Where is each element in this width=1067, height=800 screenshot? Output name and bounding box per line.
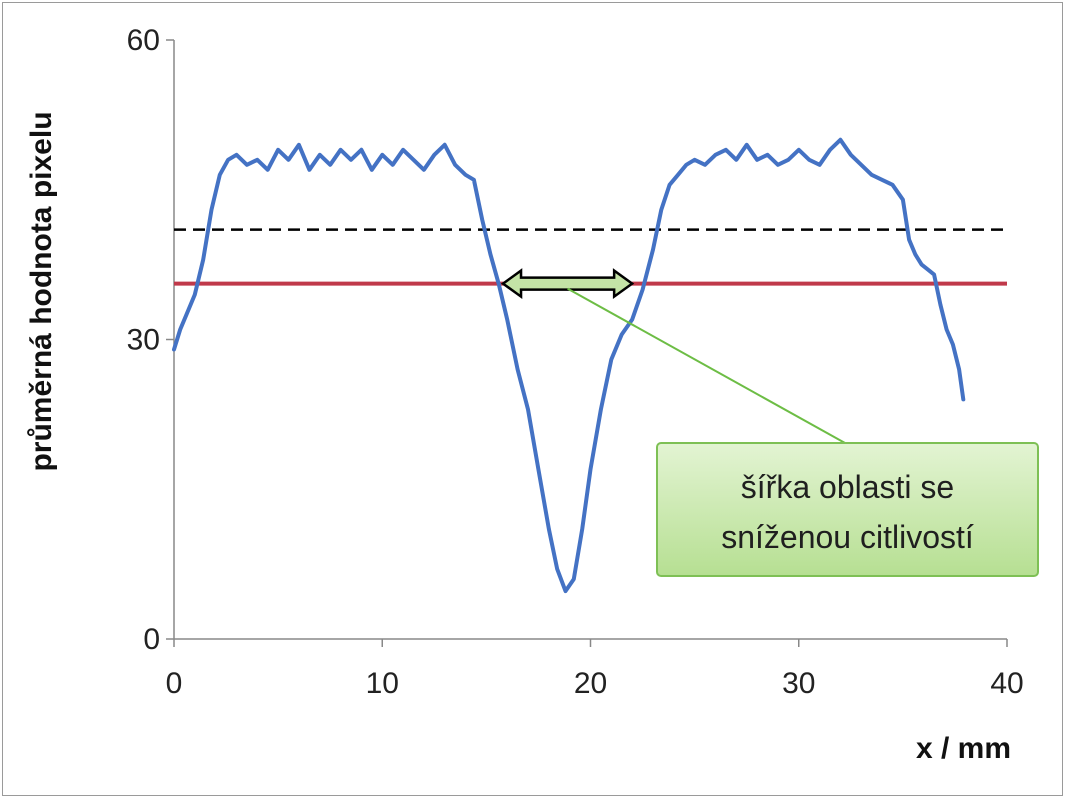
x-tick-label: 10 bbox=[366, 667, 399, 700]
callout-pointer-line bbox=[567, 287, 846, 444]
profile-series-line bbox=[172, 137, 966, 594]
width-arrow bbox=[500, 268, 635, 300]
callout-line-1: šířka oblasti se bbox=[741, 469, 954, 505]
x-tick-label: 20 bbox=[574, 667, 607, 700]
y-tick-label: 0 bbox=[143, 623, 160, 656]
callout-box bbox=[656, 442, 1039, 577]
reference-lines bbox=[174, 228, 1007, 286]
y-tick-label: 30 bbox=[127, 324, 160, 357]
y-tick-label: 60 bbox=[127, 24, 160, 57]
y-axis-title: průměrná hodnota pixelu bbox=[25, 111, 58, 471]
series-layer bbox=[172, 137, 966, 594]
x-tick-label: 40 bbox=[990, 667, 1023, 700]
axes: 0 30 60 0 10 20 30 40 bbox=[127, 24, 1024, 700]
x-axis-title: x / mm bbox=[916, 732, 1011, 765]
x-tick-label: 30 bbox=[782, 667, 815, 700]
line-chart: 0 30 60 0 10 20 30 40 šířka oblasti se sníženou… bbox=[25, 24, 1039, 765]
callout-line-2: sníženou citlivostí bbox=[721, 519, 974, 555]
callout: šířka oblasti se sníženou citlivostí bbox=[567, 287, 1039, 577]
x-tick-label: 0 bbox=[166, 667, 183, 700]
width-double-arrow bbox=[500, 268, 635, 300]
